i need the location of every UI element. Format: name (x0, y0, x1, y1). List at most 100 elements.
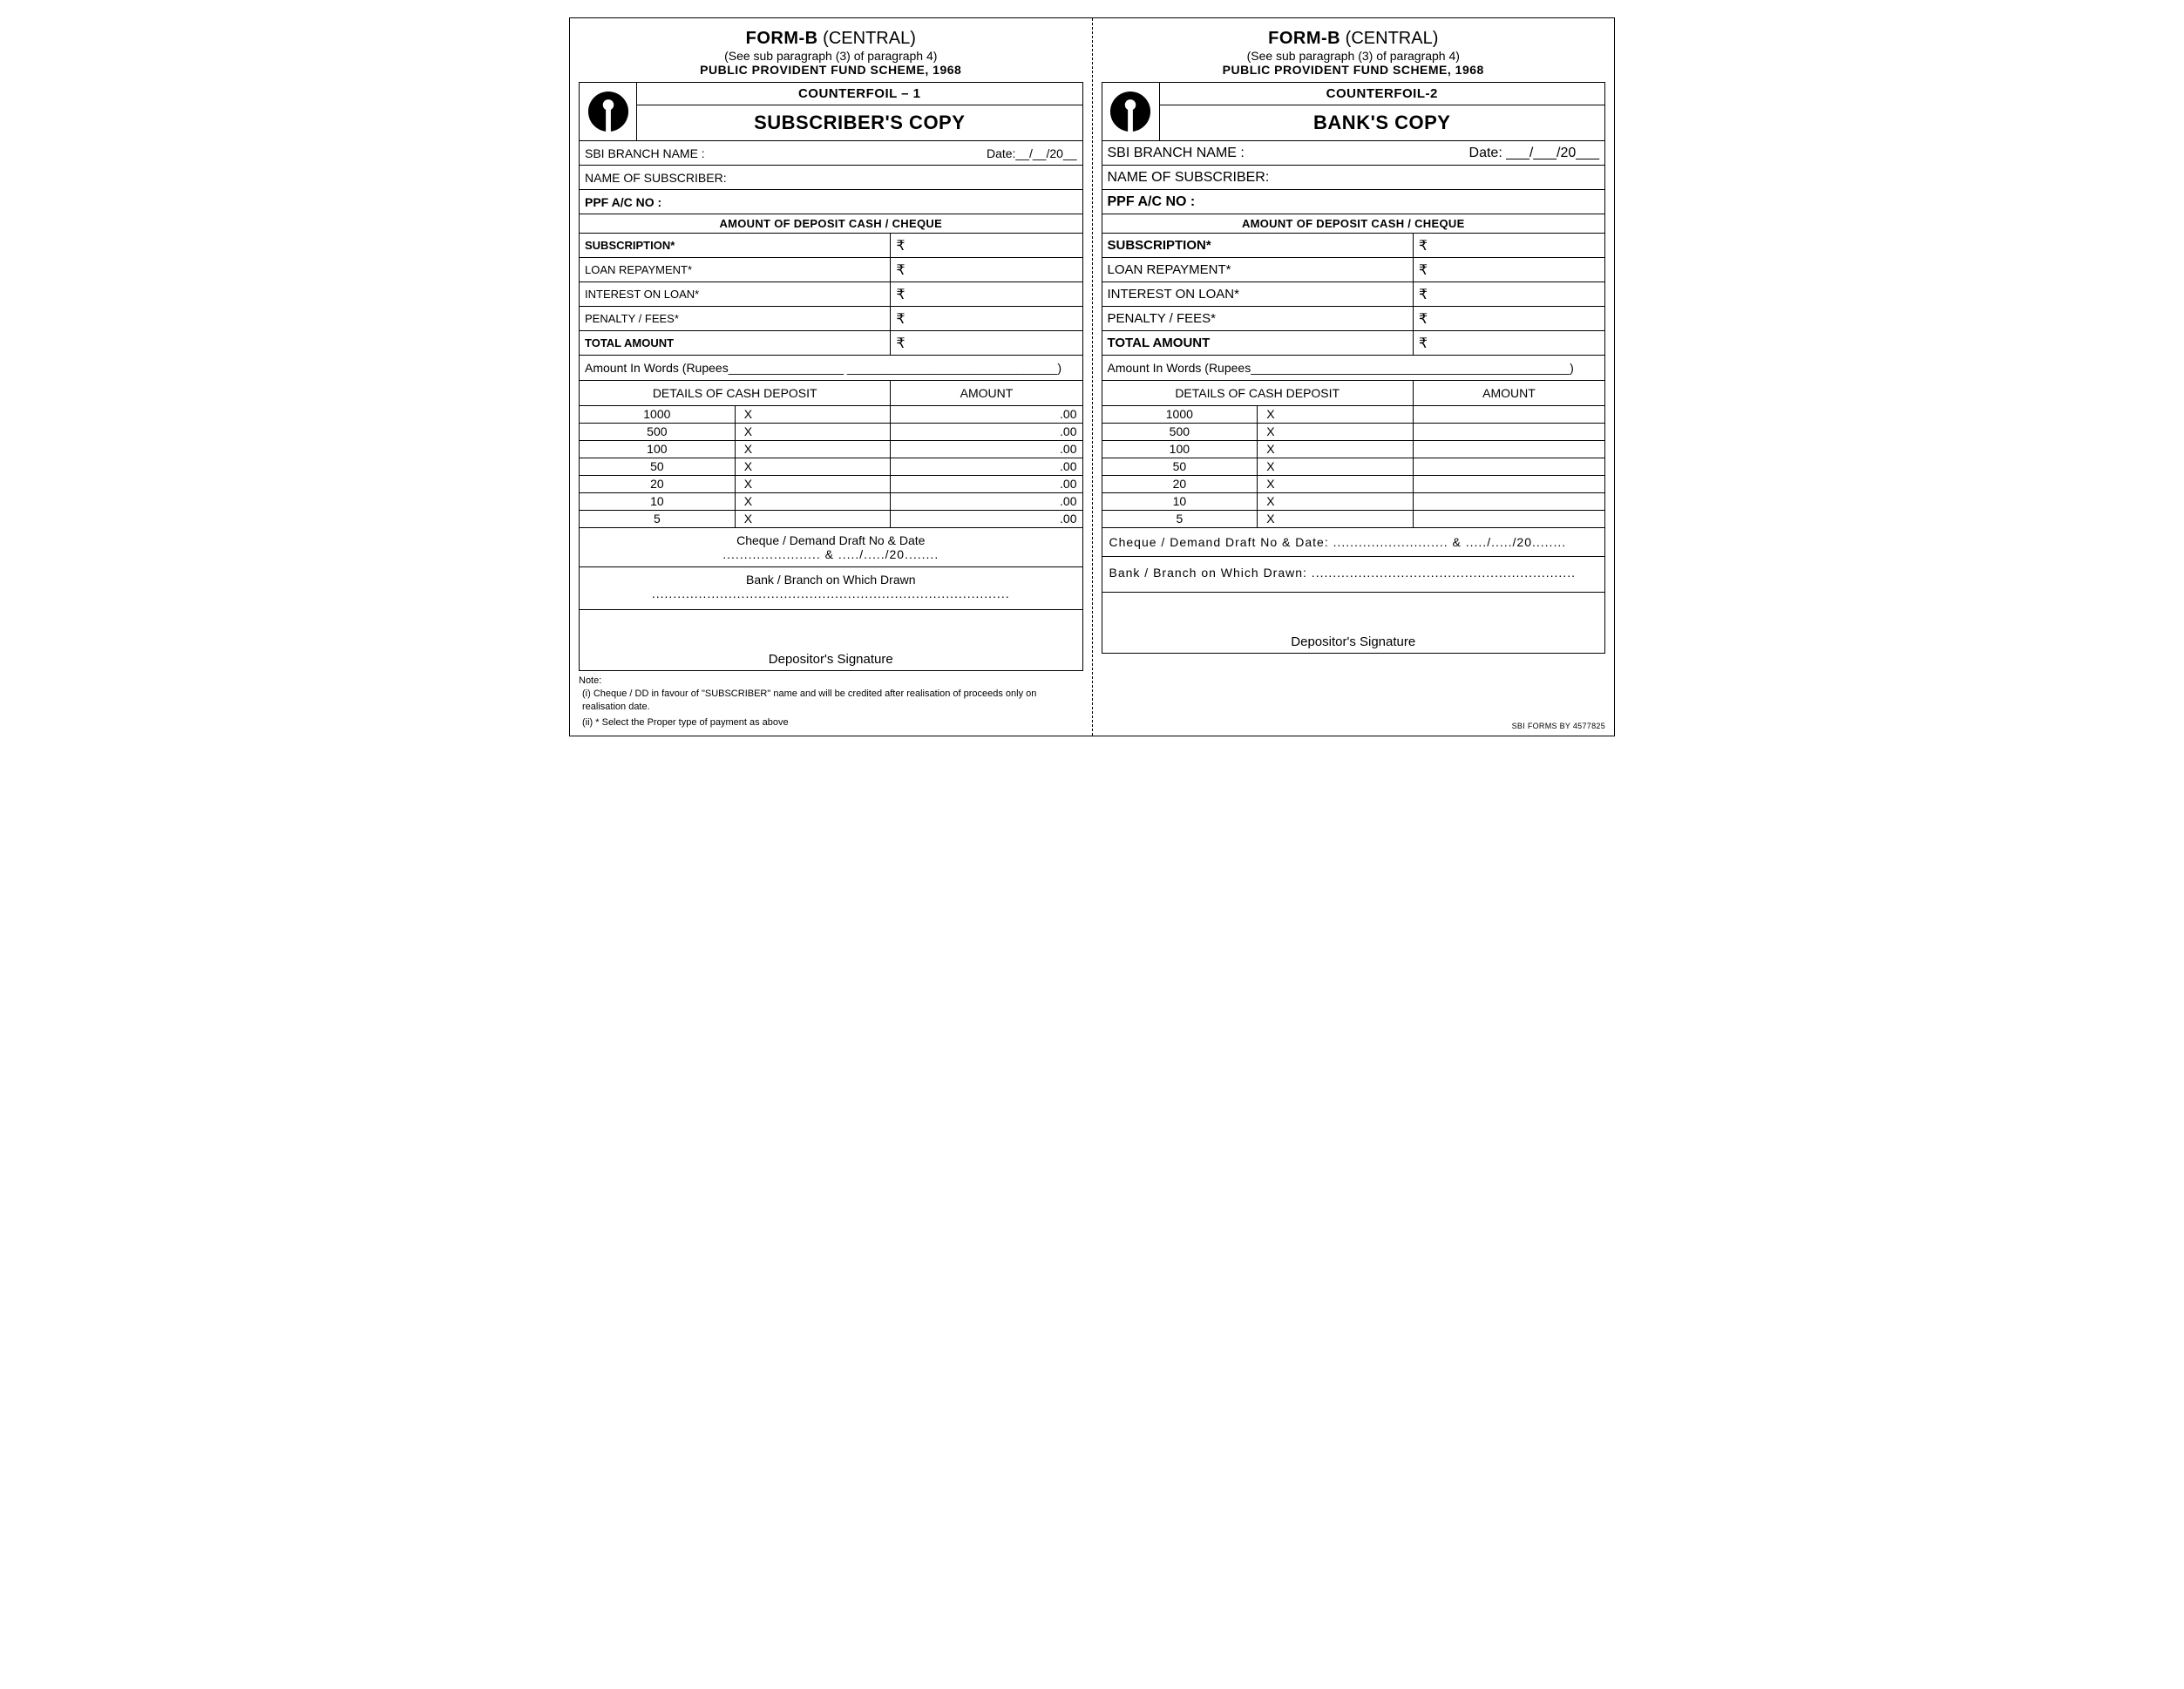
denom-row[interactable]: 100X.00 (580, 440, 1082, 458)
cash-table: DETAILS OF CASH DEPOSIT AMOUNT 1000X 500… (1102, 380, 1605, 527)
denom-row[interactable]: 5X.00 (580, 510, 1082, 527)
ppf-row[interactable]: PPF A/C NO : (1102, 189, 1605, 214)
denom-amt[interactable] (1414, 458, 1604, 475)
cash-head-amount: AMOUNT (891, 381, 1082, 405)
subscriber-label: NAME OF SUBSCRIBER: (585, 171, 727, 185)
denom-amt[interactable]: .00 (891, 424, 1082, 440)
note-1: (i) Cheque / DD in favour of "SUBSCRIBER… (579, 688, 1083, 714)
denom-row[interactable]: 10X (1102, 492, 1605, 510)
denom-x: X (736, 511, 892, 527)
denom-amt[interactable]: .00 (891, 441, 1082, 458)
denom-amt[interactable] (1414, 406, 1604, 423)
subscription-row[interactable]: SUBSCRIPTION* ₹ (580, 233, 1082, 257)
penalty-amount[interactable]: ₹ (1414, 307, 1604, 330)
denom-row[interactable]: 1000X.00 (580, 405, 1082, 423)
denom-row[interactable]: 100X (1102, 440, 1605, 458)
top-row: COUNTERFOIL – 1 SUBSCRIBER'S COPY (580, 83, 1082, 140)
interest-amount[interactable]: ₹ (1414, 282, 1604, 306)
header-left: FORM-B (CENTRAL) (See sub paragraph (3) … (579, 29, 1083, 77)
subscriber-row[interactable]: NAME OF SUBSCRIBER: (580, 165, 1082, 189)
denom-amt[interactable]: .00 (891, 458, 1082, 475)
denom-row[interactable]: 1000X (1102, 405, 1605, 423)
denom-amt[interactable] (1414, 476, 1604, 492)
interest-row[interactable]: INTEREST ON LOAN* ₹ (1102, 282, 1605, 306)
loan-label: LOAN REPAYMENT* (1102, 258, 1414, 282)
denom-row[interactable]: 500X (1102, 423, 1605, 440)
denom-val: 50 (580, 458, 736, 475)
bank-drawn-row[interactable]: Bank / Branch on Which Drawn: ..........… (1102, 556, 1605, 592)
denom-val: 1000 (1102, 406, 1258, 423)
ppf-row[interactable]: PPF A/C NO : (580, 189, 1082, 214)
deposit-head: AMOUNT OF DEPOSIT CASH / CHEQUE (1102, 214, 1605, 233)
total-label: TOTAL AMOUNT (580, 331, 891, 355)
interest-row[interactable]: INTEREST ON LOAN* ₹ (580, 282, 1082, 306)
loan-row[interactable]: LOAN REPAYMENT* ₹ (580, 257, 1082, 282)
denom-amt[interactable]: .00 (891, 406, 1082, 423)
denom-x: X (736, 493, 892, 510)
sbi-logo-cell (580, 83, 637, 140)
top-right: COUNTERFOIL-2 BANK'S COPY (1160, 83, 1605, 140)
denom-amt[interactable]: .00 (891, 476, 1082, 492)
denom-val: 100 (580, 441, 736, 458)
total-label: TOTAL AMOUNT (1102, 331, 1414, 355)
total-row[interactable]: TOTAL AMOUNT ₹ (580, 330, 1082, 355)
subscription-amount[interactable]: ₹ (891, 234, 1082, 257)
denom-x: X (736, 424, 892, 440)
bank-drawn-row[interactable]: Bank / Branch on Which Drawn ...........… (580, 566, 1082, 609)
denom-row[interactable]: 10X.00 (580, 492, 1082, 510)
denom-row[interactable]: 20X (1102, 475, 1605, 492)
loan-row[interactable]: LOAN REPAYMENT* ₹ (1102, 257, 1605, 282)
interest-amount[interactable]: ₹ (891, 282, 1082, 306)
interest-label: INTEREST ON LOAN* (1102, 282, 1414, 306)
subscription-row[interactable]: SUBSCRIPTION* ₹ (1102, 233, 1605, 257)
subscription-amount[interactable]: ₹ (1414, 234, 1604, 257)
cheque-row[interactable]: Cheque / Demand Draft No & Date: .......… (1102, 527, 1605, 556)
header-right: FORM-B (CENTRAL) (See sub paragraph (3) … (1102, 29, 1606, 77)
denom-row[interactable]: 20X.00 (580, 475, 1082, 492)
total-row[interactable]: TOTAL AMOUNT ₹ (1102, 330, 1605, 355)
subscriber-row[interactable]: NAME OF SUBSCRIBER: (1102, 165, 1605, 189)
denom-amt[interactable]: .00 (891, 493, 1082, 510)
note-head: Note: (579, 675, 1083, 688)
total-amount[interactable]: ₹ (891, 331, 1082, 355)
denom-val: 10 (580, 493, 736, 510)
cash-head: DETAILS OF CASH DEPOSIT AMOUNT (1102, 381, 1605, 405)
date-label: Date: ___/___/20___ (1469, 146, 1599, 161)
branch-row[interactable]: SBI BRANCH NAME : Date:__/__/20__ (580, 140, 1082, 165)
amount-words[interactable]: Amount In Words (Rupees_________________… (1102, 355, 1605, 380)
form-box-right: COUNTERFOIL-2 BANK'S COPY SBI BRANCH NAM… (1102, 82, 1606, 654)
denom-amt[interactable] (1414, 441, 1604, 458)
loan-amount[interactable]: ₹ (891, 258, 1082, 282)
denom-row[interactable]: 500X.00 (580, 423, 1082, 440)
signature-row[interactable]: Depositor's Signature (580, 609, 1082, 670)
signature-row[interactable]: Depositor's Signature (1102, 592, 1605, 653)
denom-row[interactable]: 50X (1102, 458, 1605, 475)
penalty-amount[interactable]: ₹ (891, 307, 1082, 330)
denom-val: 500 (1102, 424, 1258, 440)
denom-x: X (736, 441, 892, 458)
denom-row[interactable]: 5X (1102, 510, 1605, 527)
denom-amt[interactable] (1414, 493, 1604, 510)
denom-x: X (1258, 511, 1414, 527)
interest-label: INTEREST ON LOAN* (580, 282, 891, 306)
cash-table: DETAILS OF CASH DEPOSIT AMOUNT 1000X.00 … (580, 380, 1082, 527)
cheque-row[interactable]: Cheque / Demand Draft No & Date ........… (580, 527, 1082, 566)
signature-label: Depositor's Signature (769, 652, 893, 667)
denom-x: X (1258, 476, 1414, 492)
total-amount[interactable]: ₹ (1414, 331, 1604, 355)
copy-label: BANK'S COPY (1160, 105, 1605, 140)
branch-row[interactable]: SBI BRANCH NAME : Date: ___/___/20___ (1102, 140, 1605, 165)
amount-words[interactable]: Amount In Words (Rupees_________________… (580, 355, 1082, 380)
denom-row[interactable]: 50X.00 (580, 458, 1082, 475)
subscription-label: SUBSCRIPTION* (580, 234, 891, 257)
denom-amt[interactable] (1414, 511, 1604, 527)
denom-amt[interactable]: .00 (891, 511, 1082, 527)
counterfoil-label: COUNTERFOIL – 1 (637, 83, 1082, 105)
denom-x: X (1258, 441, 1414, 458)
sbi-logo-icon (587, 91, 629, 132)
denom-amt[interactable] (1414, 424, 1604, 440)
penalty-row[interactable]: PENALTY / FEES* ₹ (580, 306, 1082, 330)
counterfoil-label: COUNTERFOIL-2 (1160, 83, 1605, 105)
penalty-row[interactable]: PENALTY / FEES* ₹ (1102, 306, 1605, 330)
loan-amount[interactable]: ₹ (1414, 258, 1604, 282)
